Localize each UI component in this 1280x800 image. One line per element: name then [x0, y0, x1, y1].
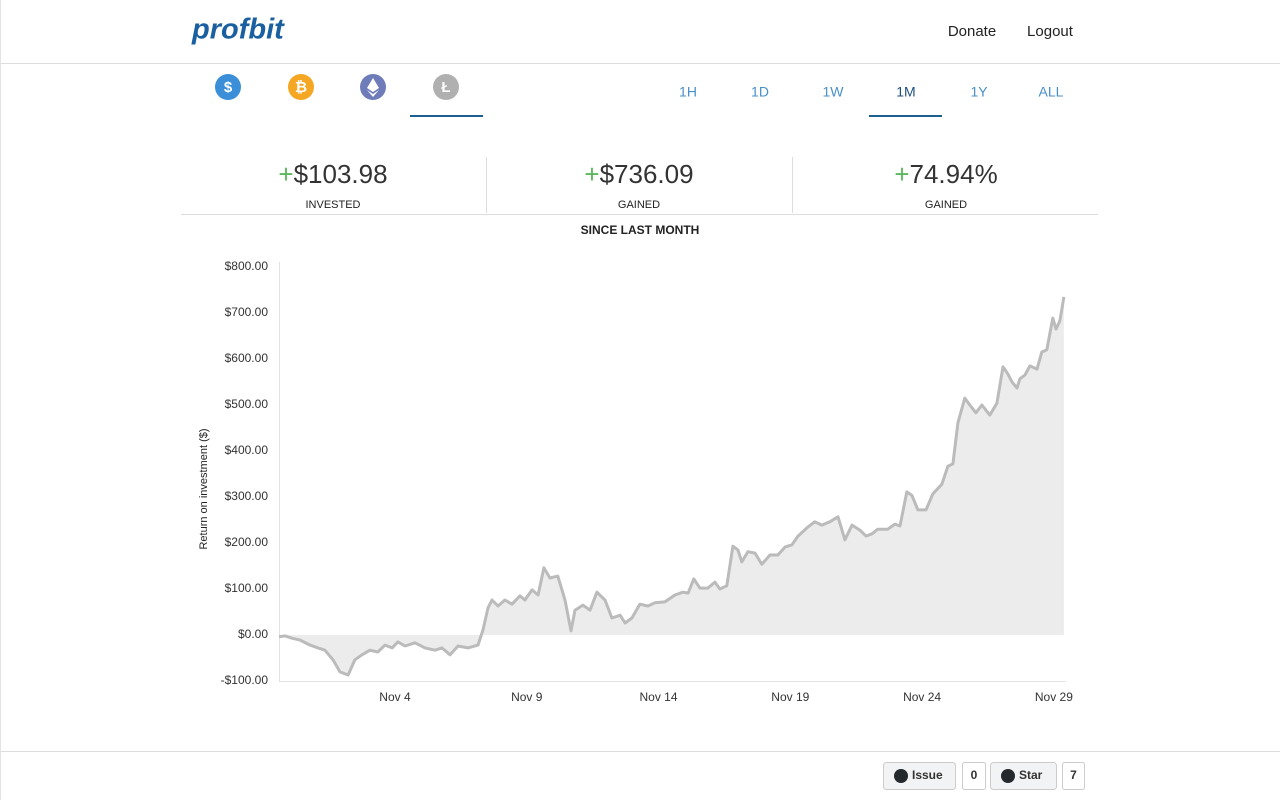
nav-donate[interactable]: Donate — [948, 23, 996, 40]
period-tab[interactable]: ALL — [1039, 84, 1064, 100]
github-icon — [894, 769, 908, 783]
y-axis-label: Return on investment ($) — [198, 428, 210, 549]
period-tab[interactable]: 1H — [679, 84, 697, 100]
coin-icon[interactable] — [433, 74, 459, 100]
stat-amount: $736.09 — [600, 159, 694, 189]
y-tick-label: $100.00 — [225, 581, 269, 595]
stat-label: INVESTED — [305, 199, 360, 211]
github-count-box — [1062, 762, 1085, 790]
github-button-label: Issue — [912, 768, 943, 782]
x-tick-label: Nov 9 — [511, 690, 543, 704]
stat-label: GAINED — [618, 199, 660, 211]
x-tick-label: Nov 29 — [1035, 690, 1073, 704]
y-tick-label: $600.00 — [225, 351, 269, 365]
stat-value: +$103.98 — [278, 159, 387, 189]
y-tick-label: $800.00 — [225, 259, 269, 273]
github-icon — [1001, 769, 1015, 783]
coin-symbol: Ł — [441, 79, 450, 96]
coin-symbol — [367, 78, 379, 97]
stat-sign: + — [278, 159, 293, 189]
coin-symbol: $ — [224, 79, 233, 96]
period-tab[interactable]: 1D — [751, 84, 769, 100]
line — [278, 296, 1066, 677]
github-count-box — [962, 762, 986, 790]
period-tab[interactable]: 1M — [896, 84, 915, 100]
y-tick-label: $0.00 — [238, 627, 268, 641]
coin-icon[interactable] — [215, 74, 241, 100]
area — [279, 296, 1064, 675]
period-tab[interactable]: 1W — [823, 84, 845, 100]
chart-subtitle: SINCE LAST MONTH — [581, 223, 700, 237]
y-tick-label: -$100.00 — [221, 673, 269, 687]
stat-amount: $103.98 — [294, 159, 388, 189]
y-tick-label: $400.00 — [225, 443, 269, 457]
period-tab[interactable]: 1Y — [970, 84, 988, 100]
nav-logout[interactable]: Logout — [1027, 23, 1074, 40]
period-active-underline — [869, 115, 942, 117]
brand[interactable]: profbit — [191, 14, 285, 46]
stat-label: GAINED — [925, 199, 967, 211]
x-tick-label: Nov 14 — [640, 690, 678, 704]
coin-active-underline — [410, 115, 483, 117]
x-tick-label: Nov 4 — [379, 690, 411, 704]
y-tick-label: $500.00 — [225, 397, 269, 411]
y-tick-label: $700.00 — [225, 305, 269, 319]
stat-value: +$736.09 — [584, 159, 693, 189]
stat-sign: + — [894, 159, 909, 189]
stat-amount: 74.94% — [910, 159, 998, 189]
coin-symbol: ₿ — [295, 79, 307, 96]
x-tick-label: Nov 19 — [771, 690, 809, 704]
coin-icon[interactable] — [288, 74, 314, 100]
y-tick-label: $200.00 — [225, 535, 269, 549]
stat-value: +74.94% — [894, 159, 997, 189]
github-count: 7 — [1070, 768, 1077, 782]
github-count: 0 — [971, 768, 978, 782]
y-tick-label: $300.00 — [225, 489, 269, 503]
stat-sign: + — [584, 159, 599, 189]
x-tick-label: Nov 24 — [903, 690, 941, 704]
github-button-label: Star — [1019, 768, 1043, 782]
